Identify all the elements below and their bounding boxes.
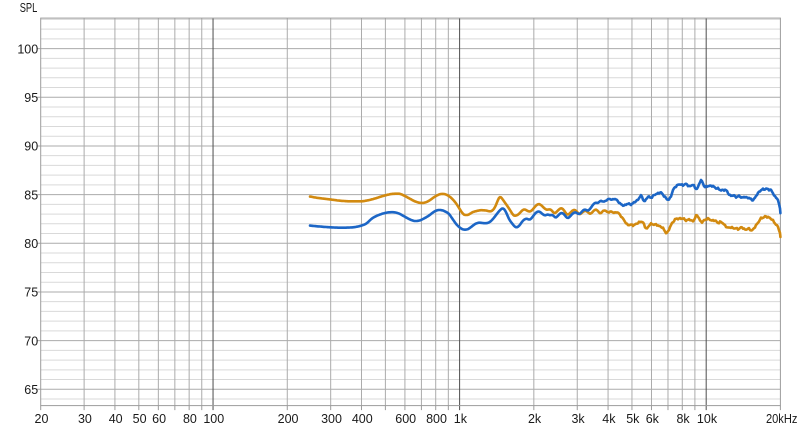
svg-text:5k: 5k — [626, 412, 640, 426]
svg-text:600: 600 — [395, 412, 416, 426]
svg-text:300: 300 — [321, 412, 342, 426]
svg-text:80: 80 — [24, 237, 38, 251]
svg-text:400: 400 — [352, 412, 373, 426]
svg-text:70: 70 — [24, 334, 38, 348]
svg-text:SPL: SPL — [20, 1, 38, 15]
svg-text:10k: 10k — [697, 412, 718, 426]
svg-text:20kHz: 20kHz — [766, 412, 798, 426]
svg-text:30: 30 — [78, 412, 92, 426]
svg-text:100: 100 — [203, 412, 224, 426]
svg-text:60: 60 — [152, 412, 166, 426]
svg-text:2k: 2k — [528, 412, 542, 426]
svg-text:100: 100 — [17, 42, 38, 56]
svg-text:95: 95 — [24, 91, 38, 105]
svg-text:8k: 8k — [676, 412, 690, 426]
svg-text:1k: 1k — [454, 412, 468, 426]
svg-text:20: 20 — [35, 412, 49, 426]
svg-text:85: 85 — [24, 188, 38, 202]
svg-text:40: 40 — [109, 412, 123, 426]
svg-text:90: 90 — [24, 140, 38, 154]
svg-text:75: 75 — [24, 286, 38, 300]
svg-text:3k: 3k — [571, 412, 585, 426]
svg-text:800: 800 — [426, 412, 447, 426]
svg-text:80: 80 — [183, 412, 197, 426]
svg-text:65: 65 — [24, 383, 38, 397]
svg-text:50: 50 — [133, 412, 147, 426]
svg-text:4k: 4k — [602, 412, 616, 426]
svg-text:200: 200 — [278, 412, 299, 426]
svg-text:6k: 6k — [646, 412, 660, 426]
